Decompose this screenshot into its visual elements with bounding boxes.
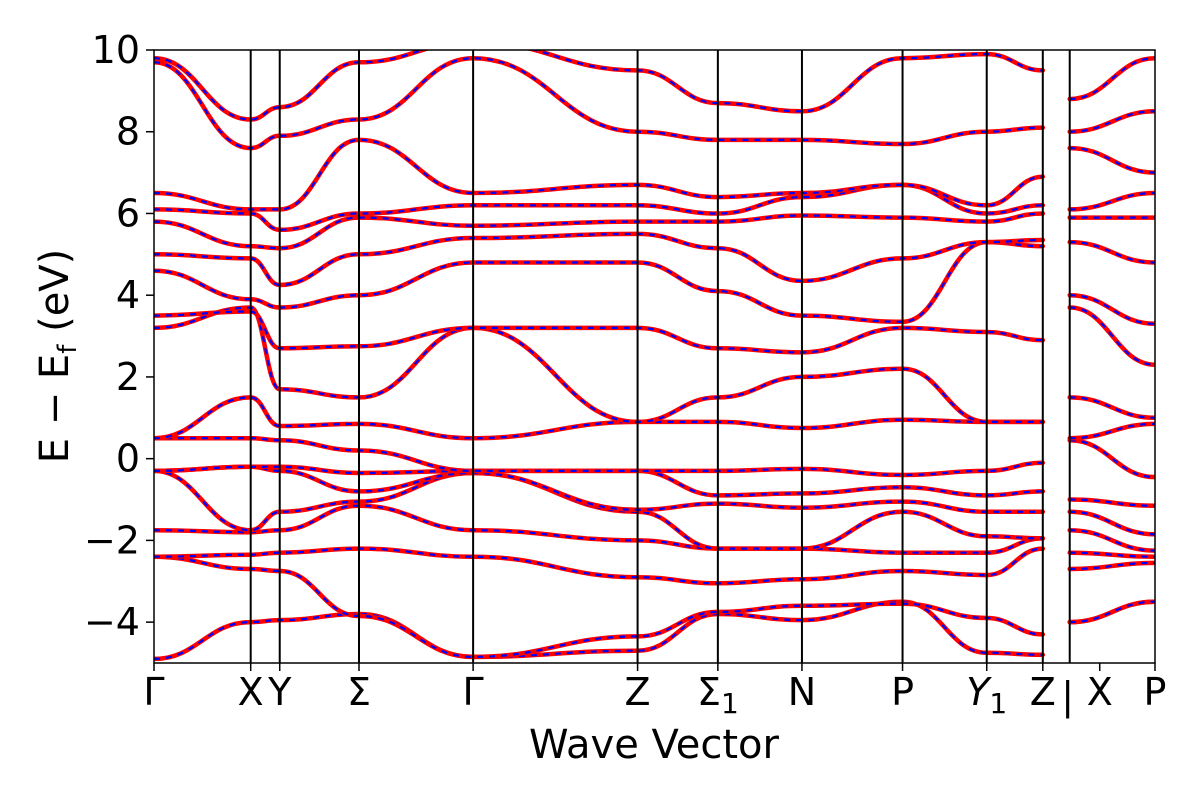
y-tick-label-4: 2 <box>116 355 140 399</box>
band-14-seg-1-dashed <box>1069 191 1155 211</box>
band-1-seg-1-dashed <box>1069 600 1155 624</box>
y-tick-label-3: 4 <box>116 273 140 317</box>
x-tick-label-5: Z <box>625 670 651 714</box>
y-tick-label-6: −2 <box>84 518 140 562</box>
band-17-seg-1-dashed <box>1069 57 1155 101</box>
band-8-seg-0-dashed <box>154 396 1043 440</box>
y-tick-label-1: 8 <box>116 110 140 154</box>
high-symmetry-lines <box>249 50 1071 663</box>
x-tick-label-3: Σ <box>347 670 371 714</box>
band-9-seg-1-dashed <box>1069 396 1155 419</box>
band-5-seg-0-dashed <box>154 465 1043 513</box>
band-10-seg-0-dashed <box>154 310 1043 354</box>
band-3-seg-1-dashed <box>1069 551 1155 558</box>
band-17-seg-0-dashed <box>154 50 1043 121</box>
y-axis: 10 8 6 4 2 0 −2 −4 <box>84 28 154 644</box>
x-tick-label-4: Γ <box>463 670 484 714</box>
y-axis-title-main: E − E <box>32 354 78 464</box>
band-6-seg-0-dashed <box>154 465 1043 497</box>
x-tick-label-7: N <box>788 670 816 714</box>
x-tick-label-0: Γ <box>143 670 164 714</box>
band-15-seg-1-solid <box>1067 145 1155 175</box>
x-tick-label-8: P <box>891 670 914 714</box>
band-3-seg-0-dashed <box>154 504 1043 554</box>
band-15-seg-0-dashed <box>154 138 1043 211</box>
y-axis-title-subscript: f <box>53 344 83 354</box>
path-break-marker: | <box>1061 674 1074 719</box>
y-tick-label-5: 0 <box>116 437 140 481</box>
y-tick-label-7: −4 <box>84 600 140 644</box>
band-8-seg-1-dashed <box>1069 422 1155 440</box>
band-7-seg-1-solid <box>1067 438 1155 480</box>
band-5-seg-1-dashed <box>1069 510 1155 536</box>
x-tick-label-10: Z <box>1030 670 1056 714</box>
band-9-seg-0-dashed <box>154 306 1043 423</box>
band-13-seg-0-dashed <box>154 212 1043 250</box>
band-12-seg-0-dashed <box>154 232 1043 287</box>
x-tick-label-2: Y <box>267 670 292 714</box>
bands-layer <box>154 50 1155 662</box>
x-tick-label-11: X <box>1087 670 1113 714</box>
x-tick-label-12: P <box>1144 670 1167 714</box>
band-4-seg-1-dashed <box>1069 529 1155 552</box>
band-1-seg-0-dashed <box>154 555 1043 658</box>
band-11-seg-1-solid <box>1067 292 1155 327</box>
band-12-seg-1-dashed <box>1069 241 1155 264</box>
x-tick-label-9: Y1 <box>966 670 1007 720</box>
x-axis-title: Wave Vector <box>529 722 780 768</box>
band-10-seg-1-dashed <box>1069 306 1155 366</box>
y-axis-title: E − Ef (eV) <box>32 249 83 464</box>
y-tick-label-2: 6 <box>116 191 140 235</box>
band-16-seg-1-dashed <box>1069 110 1155 133</box>
x-tick-label-6: Σ1 <box>697 670 739 720</box>
band-6-seg-1-dashed <box>1069 498 1155 507</box>
plot-frame <box>153 49 1156 664</box>
band-7-seg-0-dashed <box>154 437 1043 477</box>
band-2-seg-1-dashed <box>1069 561 1155 571</box>
y-axis-title-unit: (eV) <box>32 249 78 345</box>
x-axis: Γ X Y Σ Γ Z Σ1 N P Y1 Z X P| <box>143 663 1166 720</box>
x-tick-label-1: X <box>238 670 264 714</box>
y-tick-label-0: 10 <box>92 28 140 72</box>
